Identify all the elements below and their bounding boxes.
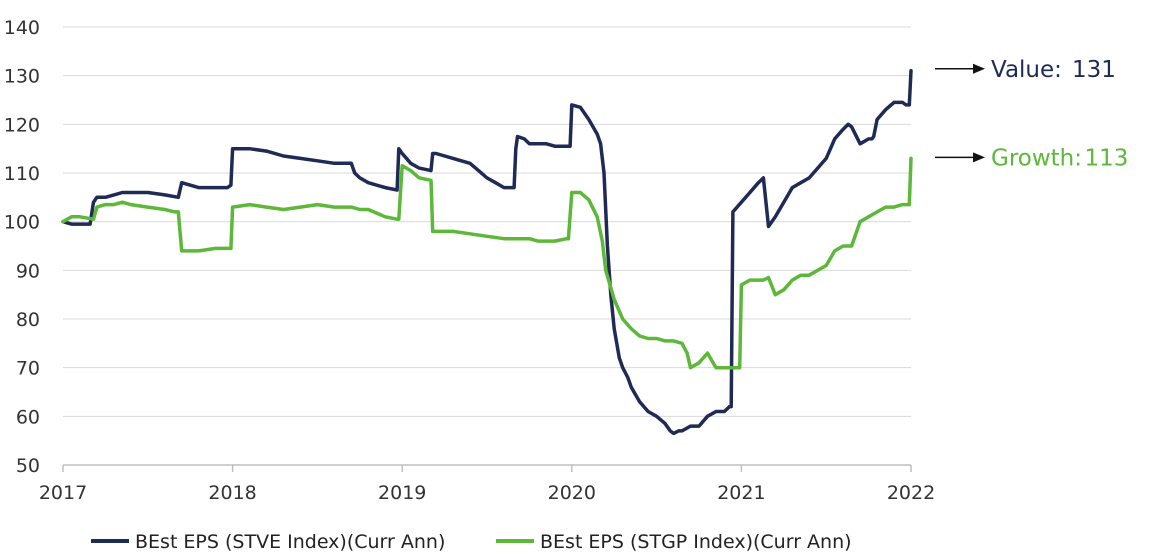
- x-tick-label: 2022: [887, 482, 935, 504]
- legend: BEst EPS (STVE Index)(Curr Ann) BEst EPS …: [91, 531, 852, 553]
- y-tick-label: 140: [4, 17, 40, 39]
- annotation-label: Growth:: [991, 145, 1082, 171]
- x-tick-label: 2020: [548, 482, 596, 504]
- series-line-growth: [61, 156, 913, 370]
- legend-label: BEst EPS (STVE Index)(Curr Ann): [135, 531, 445, 553]
- x-tick-label: 2019: [378, 482, 426, 504]
- annotation-arrow-head: [973, 63, 985, 74]
- x-tick-label: 2018: [208, 482, 256, 504]
- x-tick-label: 2021: [717, 482, 765, 504]
- y-tick-label: 100: [4, 212, 40, 234]
- annotation-value: 113: [1085, 145, 1129, 171]
- x-tick-label: 2017: [39, 482, 87, 504]
- legend-label: BEst EPS (STGP Index)(Curr Ann): [540, 531, 852, 553]
- series-line-value: [61, 69, 913, 436]
- y-tick-label: 60: [16, 406, 40, 428]
- y-tick-label: 70: [16, 358, 40, 380]
- annotation-label: Value:: [991, 57, 1062, 83]
- y-tick-label: 90: [16, 260, 40, 282]
- y-tick-label: 110: [4, 163, 40, 185]
- y-tick-label: 120: [4, 114, 40, 136]
- y-tick-label: 80: [16, 309, 40, 331]
- series-lines: [61, 69, 913, 436]
- y-tick-label: 50: [16, 455, 40, 477]
- y-tick-label: 130: [4, 66, 40, 88]
- end-value-annotations: Value: 131 Growth: 113: [935, 57, 1129, 171]
- gridlines: [63, 26, 911, 417]
- annotation-arrow-head: [973, 152, 985, 163]
- x-axis-ticks: 2017 2018 2019 2020 2021 2022: [39, 465, 935, 504]
- annotation-value: 131: [1072, 57, 1116, 83]
- y-axis-ticks: 50 60 70 80 90 100 110 120 130 140: [4, 17, 40, 477]
